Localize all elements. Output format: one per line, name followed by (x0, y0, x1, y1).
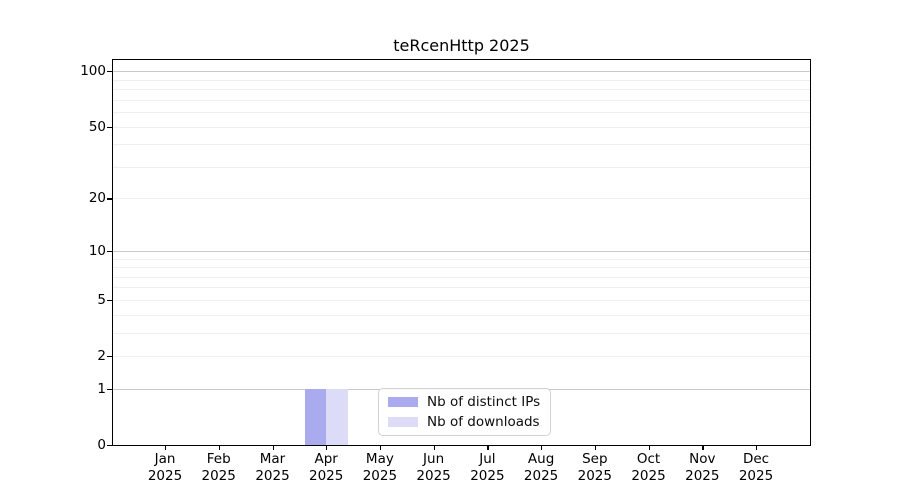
x-axis-tick (756, 445, 758, 450)
y-tick-label: 20 (88, 190, 106, 207)
x-tick-label: Aug 2025 (523, 451, 559, 484)
x-tick-label: Oct 2025 (631, 451, 666, 484)
x-tick-label: Mar 2025 (255, 451, 290, 484)
gridline-minor (113, 299, 810, 301)
x-tick-label: Nov 2025 (685, 451, 720, 484)
legend-swatch-distinct-ips (388, 397, 418, 407)
legend-item-distinct-ips: Nb of distinct IPs (388, 394, 544, 410)
y-tick-label: 5 (97, 291, 106, 308)
gridline-minor (113, 112, 810, 114)
y-tick-label: 100 (80, 63, 106, 80)
y-axis-tick (107, 388, 113, 391)
y-axis-tick (107, 299, 113, 302)
gridline-minor (113, 89, 810, 91)
x-axis-tick (541, 445, 543, 450)
gridline-minor (113, 258, 810, 260)
x-tick-label: Jan 2025 (147, 451, 183, 484)
y-axis-tick (107, 71, 113, 73)
x-tick-label: Dec 2025 (738, 451, 774, 484)
chart-title: teRcenHttp 2025 (393, 36, 530, 55)
y-tick-label: 2 (97, 348, 106, 364)
bar-downloads (326, 388, 348, 445)
x-tick-label: May 2025 (362, 451, 398, 484)
gridline-minor (113, 332, 810, 334)
y-axis-tick (107, 250, 113, 253)
gridline-minor (113, 267, 810, 268)
x-axis-tick (272, 445, 274, 450)
y-axis-tick (107, 445, 113, 447)
x-axis-tick (702, 445, 704, 450)
y-tick-label: 50 (88, 118, 106, 135)
legend: Nb of distinct IPs Nb of downloads (378, 388, 551, 436)
x-axis-tick (487, 445, 489, 450)
x-tick-label: Apr 2025 (309, 451, 344, 484)
y-axis-tick (107, 356, 113, 358)
legend-item-downloads: Nb of downloads (388, 414, 544, 430)
x-axis-tick (433, 445, 435, 450)
gridline-major (113, 250, 810, 252)
gridline-minor (113, 126, 810, 128)
gridline-minor (113, 99, 810, 101)
y-axis-tick (107, 126, 113, 128)
gridline-minor (113, 314, 810, 316)
gridline-minor (113, 276, 810, 278)
x-axis-tick (165, 445, 167, 450)
gridline-minor (113, 198, 810, 200)
legend-label-distinct-ips: Nb of distinct IPs (427, 394, 541, 410)
y-tick-label: 10 (88, 242, 106, 259)
gridline-minor (113, 356, 810, 357)
x-tick-label: Jul 2025 (470, 451, 505, 484)
x-tick-label: Feb 2025 (201, 451, 236, 484)
gridline-major (113, 71, 810, 73)
legend-swatch-downloads (388, 417, 418, 427)
x-tick-label: Jun 2025 (416, 451, 451, 484)
y-axis-tick (107, 198, 113, 200)
plot-area: Nb of distinct IPs Nb of downloads (112, 59, 811, 446)
y-tick-label: 1 (97, 380, 106, 397)
gridline-minor (113, 79, 810, 81)
gridline-minor (113, 287, 810, 289)
gridline-minor (113, 166, 810, 168)
x-axis-tick (326, 445, 328, 450)
x-axis-tick (379, 445, 382, 450)
legend-label-downloads: Nb of downloads (427, 414, 540, 430)
x-axis-tick (218, 445, 220, 450)
x-axis-tick (594, 445, 597, 450)
x-tick-label: Sep 2025 (577, 451, 612, 484)
gridline-minor (113, 144, 810, 146)
y-tick-label: 0 (97, 437, 106, 453)
bar-distinct-ips (304, 388, 327, 445)
x-axis-tick (648, 445, 650, 450)
